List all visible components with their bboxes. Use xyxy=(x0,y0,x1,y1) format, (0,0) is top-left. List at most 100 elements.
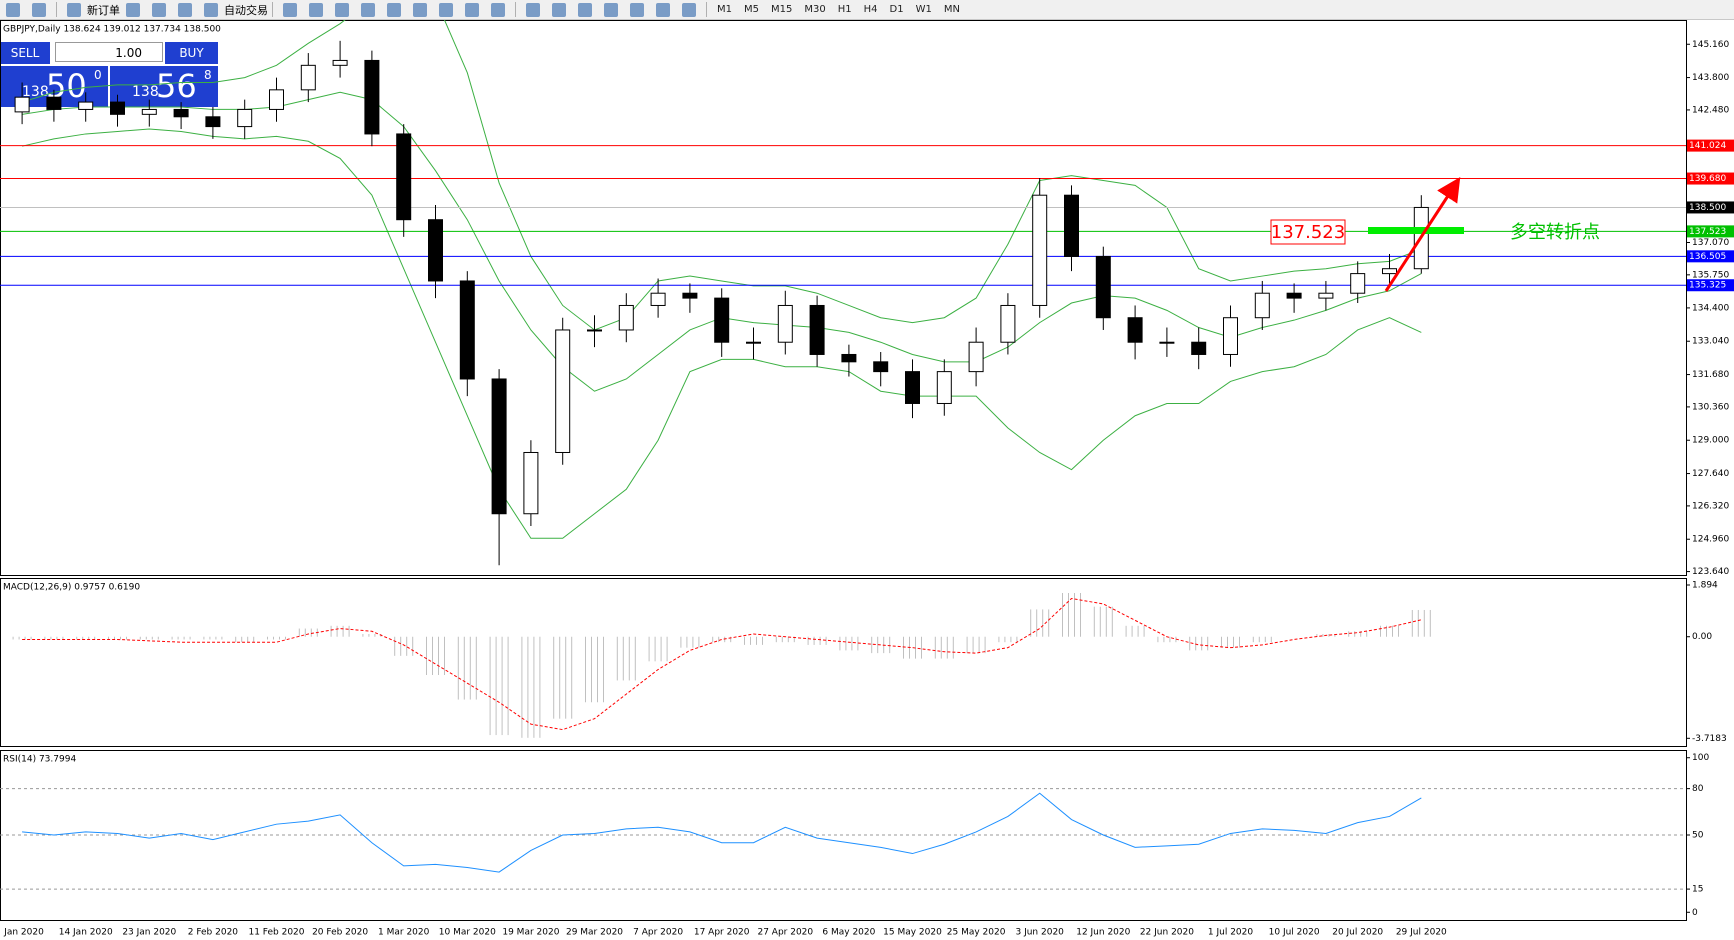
price-level-label: 135.325 xyxy=(1689,281,1726,291)
candle-body xyxy=(1095,255,1111,319)
x-tick-label: 7 Apr 2020 xyxy=(633,928,683,938)
candle-body xyxy=(364,59,380,135)
icon[interactable] xyxy=(465,2,479,17)
candle-body xyxy=(905,371,920,404)
icon[interactable] xyxy=(682,2,696,17)
icon[interactable] xyxy=(439,2,453,17)
candle-body xyxy=(332,59,348,66)
icon[interactable] xyxy=(491,2,505,17)
panel-title: MACD(12,26,9) 0.9757 0.6190 xyxy=(3,583,140,593)
candle-body xyxy=(777,304,793,343)
x-tick-label: 2 Feb 2020 xyxy=(188,928,239,938)
rsi-line xyxy=(22,792,1422,873)
x-tick-label: 10 Jul 2020 xyxy=(1269,928,1320,938)
icon[interactable] xyxy=(413,2,427,17)
icon[interactable] xyxy=(67,2,81,17)
icon[interactable] xyxy=(126,2,140,17)
candle-body xyxy=(1382,268,1397,275)
candle-body xyxy=(746,341,761,344)
separator xyxy=(56,2,57,17)
candle-body xyxy=(555,329,571,453)
toolbar: 新订单 自动交易 M1 M5 M15 M30 H1 H4 D1 W1 MN xyxy=(0,0,1734,20)
price-level-box xyxy=(1687,172,1734,185)
auto-trading-button[interactable]: 自动交易 xyxy=(224,3,268,17)
price-level-label: 141.024 xyxy=(1689,141,1726,151)
candle-body xyxy=(110,101,125,115)
icon[interactable] xyxy=(526,2,540,17)
price-fraction: 0 xyxy=(94,68,102,82)
icon[interactable] xyxy=(387,2,401,17)
icon[interactable] xyxy=(283,2,297,17)
icon[interactable] xyxy=(604,2,618,17)
candle-body xyxy=(141,108,157,115)
icon[interactable] xyxy=(178,2,192,17)
timeframe-button[interactable]: M30 xyxy=(804,4,826,15)
price-level-box xyxy=(1687,279,1734,292)
icon[interactable] xyxy=(578,2,592,17)
price-level-box xyxy=(1687,250,1734,263)
x-tick-label: 20 Feb 2020 xyxy=(312,928,368,938)
candle-body xyxy=(936,371,952,404)
buy-button[interactable]: BUY xyxy=(165,42,218,64)
candle-body xyxy=(1127,317,1143,343)
buy-price[interactable]: 138 56 8 xyxy=(110,66,218,107)
price-fraction: 8 xyxy=(204,68,212,82)
x-tick-label: 3 Jun 2020 xyxy=(1015,928,1064,938)
candle-body xyxy=(428,219,443,282)
candle-body xyxy=(1159,341,1175,344)
y-tick-label: 126.320 xyxy=(1692,501,1729,511)
timeframe-button[interactable]: H1 xyxy=(837,4,852,15)
timeframe-button[interactable]: H4 xyxy=(863,4,878,15)
icon[interactable] xyxy=(552,2,566,17)
candle-body xyxy=(1350,273,1366,294)
price-level-label: 137.523 xyxy=(1689,227,1726,237)
y-tick-label: 0.00 xyxy=(1692,632,1712,642)
y-tick-label: 137.070 xyxy=(1692,238,1729,248)
x-tick-label: 19 Mar 2020 xyxy=(502,928,559,938)
icon[interactable] xyxy=(32,2,46,17)
candle-body xyxy=(1223,317,1238,355)
icon[interactable] xyxy=(152,2,166,17)
candle-body xyxy=(300,64,316,91)
one-click-panel: SELL 1.00 BUY 138 50 0 138 56 8 xyxy=(0,42,218,107)
icon[interactable] xyxy=(309,2,323,17)
price-prefix: 138 xyxy=(132,84,159,100)
sell-button[interactable]: SELL xyxy=(0,42,50,64)
y-tick-label: 129.000 xyxy=(1692,436,1729,446)
candle-body xyxy=(1254,292,1270,319)
y-tick-label: 130.360 xyxy=(1692,402,1729,412)
timeframe-button[interactable]: MN xyxy=(943,4,960,15)
y-tick-label: 135.750 xyxy=(1692,270,1729,280)
timeframe-button[interactable]: W1 xyxy=(915,4,932,15)
candle-body xyxy=(1191,341,1207,355)
candle-body xyxy=(269,89,284,110)
icon[interactable] xyxy=(630,2,644,17)
bollinger-band xyxy=(21,20,1422,331)
timeframe-button[interactable]: M5 xyxy=(744,4,759,15)
y-tick-label: -3.7183 xyxy=(1692,734,1727,744)
lots-input[interactable]: 1.00 xyxy=(55,42,163,62)
timeframe-button[interactable]: M15 xyxy=(771,4,793,15)
x-tick-label: 1 Mar 2020 xyxy=(378,928,430,938)
candle-body xyxy=(1318,292,1334,299)
candle-body xyxy=(237,108,253,128)
plot-area xyxy=(0,20,1686,566)
icon[interactable] xyxy=(335,2,349,17)
annotation-box xyxy=(1270,219,1346,245)
timeframe-button[interactable]: M1 xyxy=(717,4,732,15)
icon[interactable] xyxy=(656,2,670,17)
bollinger-band xyxy=(21,128,1422,539)
macd-signal xyxy=(22,597,1422,731)
icon[interactable] xyxy=(361,2,375,17)
icon[interactable] xyxy=(204,2,218,17)
x-tick-label: 23 Jan 2020 xyxy=(122,928,176,938)
icon[interactable] xyxy=(6,2,20,17)
new-order-button[interactable]: 新订单 xyxy=(87,3,120,17)
price-level-box xyxy=(1687,225,1734,238)
x-tick-label: 1 Jul 2020 xyxy=(1208,928,1253,938)
candle-body xyxy=(873,361,889,373)
timeframe-button[interactable]: D1 xyxy=(889,4,904,15)
x-tick-label: 15 May 2020 xyxy=(883,928,942,938)
candle-body xyxy=(173,108,189,118)
price-level-label: 139.680 xyxy=(1689,174,1726,184)
